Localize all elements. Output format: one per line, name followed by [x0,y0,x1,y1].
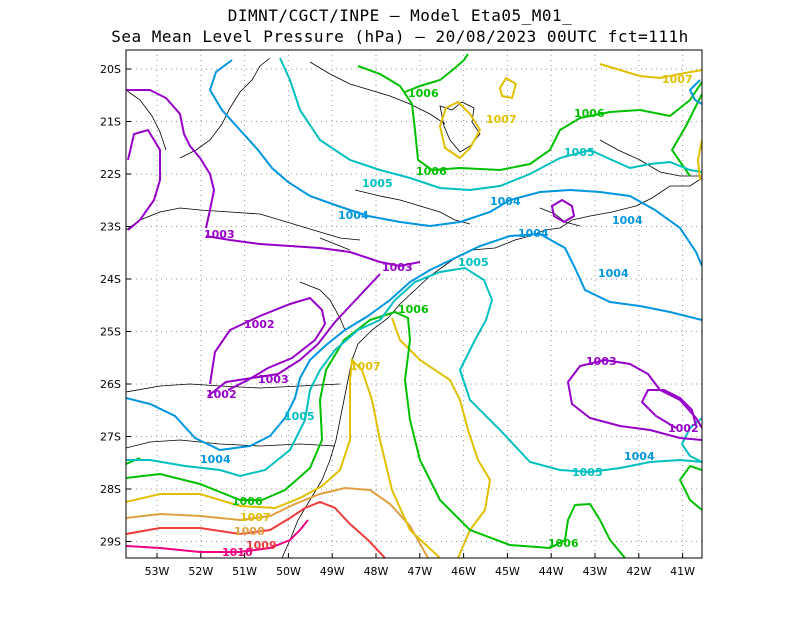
contour-label: 1004 [518,227,549,240]
contour-label: 1005 [362,177,393,190]
x-tick-label: 42W [626,565,651,578]
title-line-2: Sea Mean Level Pressure (hPa) – 20/08/20… [111,27,689,46]
contour-label: 1006 [398,303,429,316]
x-axis-ticks: 53W 52W 51W 50W 49W 48W 47W 46W 45W 44W 43W 42W 41W [145,553,695,578]
contour-label: 1003 [258,373,289,386]
contour-label: 1005 [564,146,595,159]
y-tick-label: 25S [100,326,121,339]
x-tick-label: 49W [320,565,345,578]
contour-label: 1006 [574,107,605,120]
contour-label: 1005 [458,256,489,269]
contour-label: 1004 [200,453,231,466]
contour-label: 1004 [598,267,629,280]
x-tick-label: 52W [188,565,213,578]
contour-label: 1002 [244,318,275,331]
x-tick-label: 41W [670,565,695,578]
y-tick-label: 24S [100,273,121,286]
y-tick-label: 27S [100,431,121,444]
contour-label: 1009 [246,539,277,552]
x-tick-label: 46W [451,565,476,578]
contour-label: 1003 [382,261,413,274]
x-tick-label: 53W [145,565,170,578]
contour-label: 1006 [548,537,579,550]
contour-label: 1006 [408,87,439,100]
graticule [126,50,702,558]
contour-label: 1008 [234,525,265,538]
contour-label: 1004 [338,209,369,222]
x-tick-label: 47W [407,565,432,578]
x-tick-label: 43W [583,565,608,578]
contour-label: 1004 [490,195,521,208]
isobars [126,53,702,558]
contour-label: 1010 [222,546,253,559]
contour-label: 1006 [416,165,447,178]
contour-label: 1004 [624,450,655,463]
x-tick-label: 48W [364,565,389,578]
contour-label: 1005 [572,466,603,479]
contour-label: 1002 [206,388,237,401]
contour-label: 1007 [662,73,693,86]
x-tick-label: 44W [539,565,564,578]
coastline [126,57,702,558]
x-tick-label: 50W [276,565,301,578]
contour-label: 1007 [486,113,517,126]
y-tick-label: 28S [100,483,121,496]
contour-label: 1005 [284,410,315,423]
contour-label: 1007 [240,511,271,524]
contour-label: 1006 [232,495,263,508]
contour-label: 1003 [586,355,617,368]
contour-label: 1007 [350,360,381,373]
contour-labels: 1007 1006 1007 1006 1005 1006 1005 1004 … [200,73,699,559]
contour-label: 1004 [612,214,643,227]
y-tick-label: 26S [100,378,121,391]
y-tick-label: 20S [100,63,121,76]
y-tick-label: 21S [100,116,121,129]
y-tick-label: 29S [100,536,121,549]
x-tick-label: 51W [232,565,257,578]
contour-label: 1002 [668,422,699,435]
y-axis-ticks: 20S 21S 22S 23S 24S 25S 26S 27S 28S 29S [100,63,131,549]
title-line-1: DIMNT/CGCT/INPE – Model Eta05_M01_ [227,6,573,25]
contour-label: 1003 [204,228,235,241]
y-tick-label: 22S [100,168,121,181]
y-tick-label: 23S [100,221,121,234]
x-tick-label: 45W [495,565,520,578]
plot-frame [125,49,703,559]
